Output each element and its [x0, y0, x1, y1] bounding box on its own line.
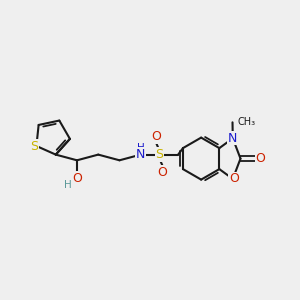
- Text: O: O: [158, 166, 167, 179]
- Text: O: O: [229, 172, 239, 185]
- Text: N: N: [136, 148, 146, 161]
- Text: S: S: [30, 140, 38, 152]
- Text: O: O: [256, 152, 266, 165]
- Text: CH₃: CH₃: [238, 117, 256, 127]
- Text: O: O: [152, 130, 161, 143]
- Text: S: S: [155, 148, 164, 161]
- Text: H: H: [64, 180, 72, 190]
- Text: O: O: [72, 172, 82, 184]
- Text: H: H: [137, 142, 145, 153]
- Text: N: N: [228, 132, 238, 145]
